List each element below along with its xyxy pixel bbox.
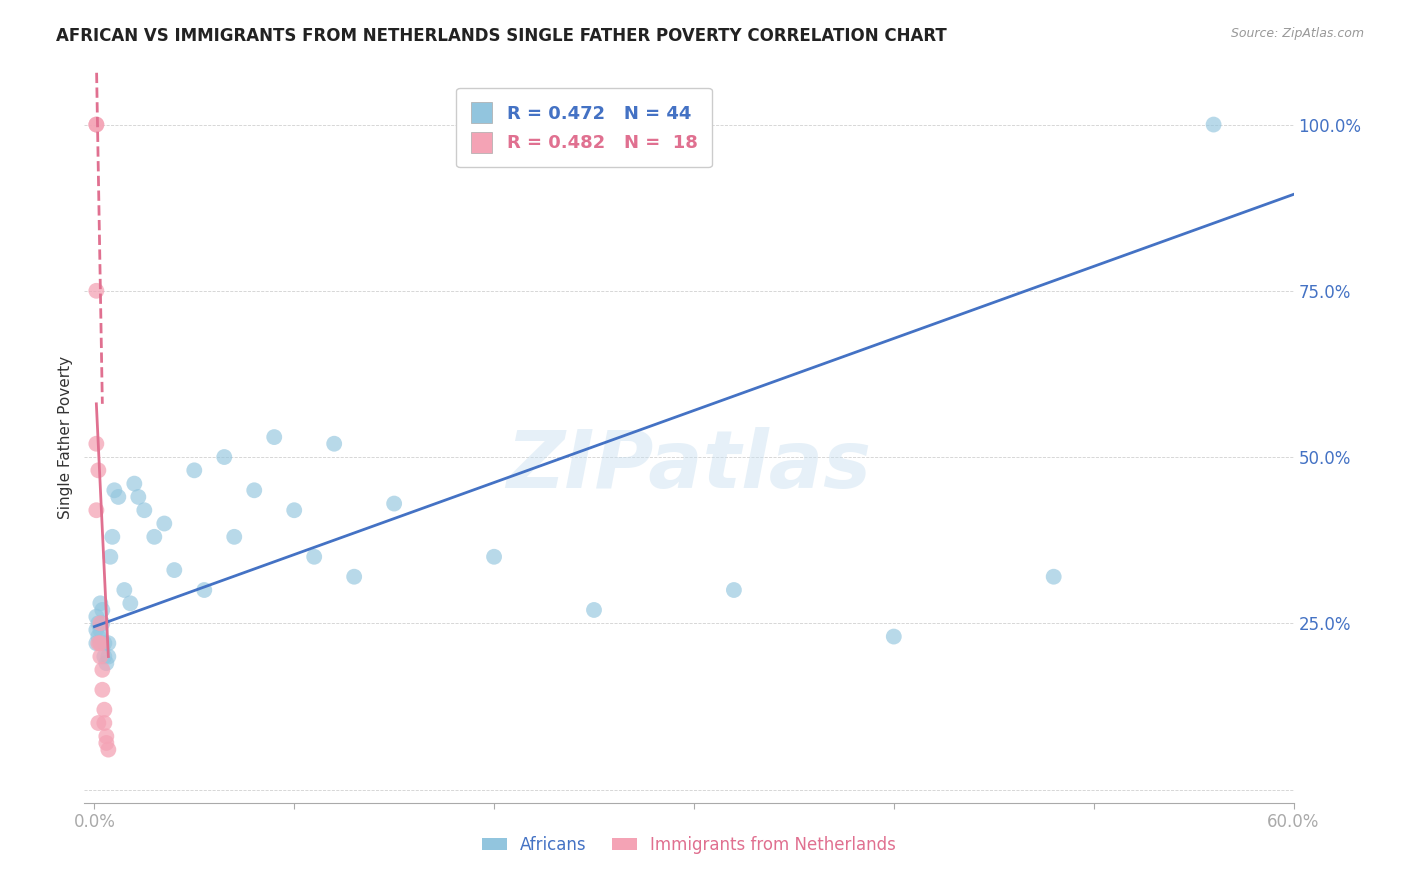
Point: [91, 616, 114, 631]
Point: [103, 483, 125, 498]
Point: [97, 636, 120, 650]
Point: [86, 118, 108, 132]
Text: ZIPatlas: ZIPatlas: [506, 427, 872, 506]
Point: [143, 530, 166, 544]
Point: [582, 603, 605, 617]
Point: [323, 436, 346, 450]
Point: [93, 703, 115, 717]
Point: [124, 476, 146, 491]
Point: [112, 582, 135, 597]
Point: [86, 636, 108, 650]
Point: [214, 450, 236, 464]
Point: [96, 729, 118, 743]
Point: [283, 503, 305, 517]
Point: [302, 549, 325, 564]
Point: [120, 596, 142, 610]
Point: [93, 716, 115, 731]
Point: [89, 636, 111, 650]
Point: [224, 530, 246, 544]
Point: [101, 530, 124, 544]
Point: [86, 503, 108, 517]
Point: [89, 623, 111, 637]
Text: Source: ZipAtlas.com: Source: ZipAtlas.com: [1230, 27, 1364, 40]
Point: [86, 436, 108, 450]
Point: [482, 549, 505, 564]
Point: [382, 497, 405, 511]
Point: [93, 636, 115, 650]
Point: [97, 649, 120, 664]
Point: [193, 582, 215, 597]
Point: [91, 682, 114, 697]
Point: [89, 649, 111, 664]
Point: [87, 716, 110, 731]
Legend: Africans, Immigrants from Netherlands: Africans, Immigrants from Netherlands: [475, 829, 903, 860]
Y-axis label: Single Father Poverty: Single Father Poverty: [58, 356, 73, 518]
Point: [107, 490, 129, 504]
Point: [723, 582, 745, 597]
Point: [96, 656, 118, 670]
Point: [343, 570, 366, 584]
Point: [91, 603, 114, 617]
Point: [98, 549, 121, 564]
Point: [87, 636, 110, 650]
Point: [89, 636, 111, 650]
Point: [87, 463, 110, 477]
Point: [263, 430, 285, 444]
Point: [89, 596, 111, 610]
Point: [86, 284, 108, 298]
Point: [86, 118, 108, 132]
Point: [87, 630, 110, 644]
Point: [134, 503, 156, 517]
Point: [153, 516, 176, 531]
Point: [96, 736, 118, 750]
Point: [883, 630, 905, 644]
Point: [183, 463, 205, 477]
Point: [91, 663, 114, 677]
Point: [163, 563, 186, 577]
Point: [243, 483, 266, 498]
Point: [86, 623, 108, 637]
Point: [127, 490, 149, 504]
Point: [1042, 570, 1064, 584]
Text: AFRICAN VS IMMIGRANTS FROM NETHERLANDS SINGLE FATHER POVERTY CORRELATION CHART: AFRICAN VS IMMIGRANTS FROM NETHERLANDS S…: [56, 27, 948, 45]
Point: [97, 742, 120, 756]
Point: [93, 649, 115, 664]
Point: [89, 616, 111, 631]
Point: [87, 616, 110, 631]
Point: [1202, 118, 1225, 132]
Point: [86, 609, 108, 624]
